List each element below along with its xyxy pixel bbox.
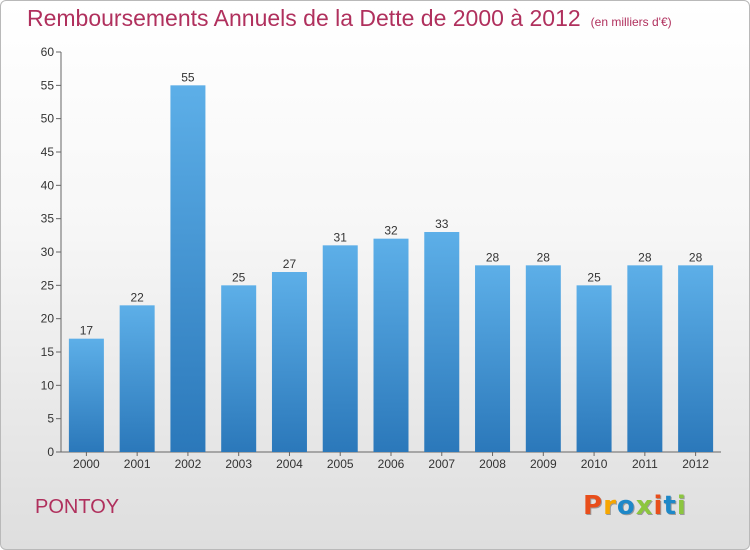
x-tick-label: 2000 bbox=[73, 457, 100, 471]
bar-value-label: 27 bbox=[283, 257, 297, 271]
bar-value-label: 28 bbox=[689, 250, 703, 264]
y-tick-label: 25 bbox=[41, 278, 55, 292]
y-tick-label: 0 bbox=[47, 445, 54, 459]
bar-value-label: 28 bbox=[638, 250, 652, 264]
x-tick-label: 2004 bbox=[276, 457, 303, 471]
logo-letter: i bbox=[676, 491, 687, 521]
bar-value-label: 25 bbox=[232, 270, 246, 284]
bar-value-label: 25 bbox=[587, 270, 601, 284]
bar-value-label: 28 bbox=[537, 250, 551, 264]
bar bbox=[68, 338, 104, 452]
bar bbox=[119, 305, 155, 452]
bar-value-label: 22 bbox=[130, 290, 144, 304]
logo-letter: r bbox=[603, 491, 617, 521]
y-tick-label: 60 bbox=[41, 45, 55, 59]
x-tick-label: 2006 bbox=[378, 457, 405, 471]
bar bbox=[271, 272, 307, 452]
x-tick-label: 2001 bbox=[124, 457, 151, 471]
y-tick-label: 20 bbox=[41, 312, 55, 326]
bar bbox=[576, 285, 612, 452]
bar bbox=[322, 245, 358, 452]
logo-letter: x bbox=[635, 491, 654, 521]
x-tick-label: 2005 bbox=[327, 457, 354, 471]
y-tick-label: 45 bbox=[41, 145, 55, 159]
bar bbox=[170, 85, 206, 452]
y-tick-label: 5 bbox=[47, 412, 54, 426]
y-tick-label: 55 bbox=[41, 78, 55, 92]
y-tick-label: 15 bbox=[41, 345, 55, 359]
chart-unit: (en milliers d'€) bbox=[590, 15, 672, 29]
x-tick-label: 2012 bbox=[682, 457, 709, 471]
bar-value-label: 32 bbox=[384, 224, 398, 238]
bar bbox=[475, 265, 511, 452]
bar bbox=[373, 238, 409, 452]
chart-title: Remboursements Annuels de la Dette de 20… bbox=[27, 5, 672, 32]
x-tick-label: 2010 bbox=[581, 457, 608, 471]
x-tick-label: 2011 bbox=[632, 457, 658, 471]
chart-title-text: Remboursements Annuels de la Dette de 20… bbox=[27, 5, 581, 31]
y-tick-label: 10 bbox=[41, 378, 55, 392]
proxiti-logo: Proxiti bbox=[583, 491, 687, 521]
x-tick-label: 2009 bbox=[530, 457, 557, 471]
logo-letter: P bbox=[583, 491, 604, 521]
y-tick-label: 35 bbox=[41, 212, 55, 226]
bar bbox=[627, 265, 663, 452]
x-tick-label: 2007 bbox=[428, 457, 455, 471]
bar-value-label: 33 bbox=[435, 217, 449, 231]
bar-value-label: 31 bbox=[334, 230, 348, 244]
logo-letter: o bbox=[616, 491, 636, 521]
x-tick-label: 2008 bbox=[479, 457, 506, 471]
bar-value-label: 17 bbox=[80, 324, 94, 338]
x-tick-label: 2003 bbox=[225, 457, 252, 471]
bar bbox=[678, 265, 714, 452]
commune-name: PONTOY bbox=[35, 496, 120, 518]
y-tick-label: 50 bbox=[41, 112, 55, 126]
y-tick-label: 30 bbox=[41, 245, 55, 259]
logo-letter: i bbox=[653, 491, 664, 521]
x-tick-label: 2002 bbox=[175, 457, 202, 471]
logo-letter: t bbox=[663, 491, 677, 521]
bar bbox=[424, 232, 460, 452]
y-tick-label: 40 bbox=[41, 178, 55, 192]
bar bbox=[525, 265, 561, 452]
bar-value-label: 55 bbox=[181, 70, 195, 84]
bar-value-label: 28 bbox=[486, 250, 500, 264]
bar bbox=[221, 285, 257, 452]
